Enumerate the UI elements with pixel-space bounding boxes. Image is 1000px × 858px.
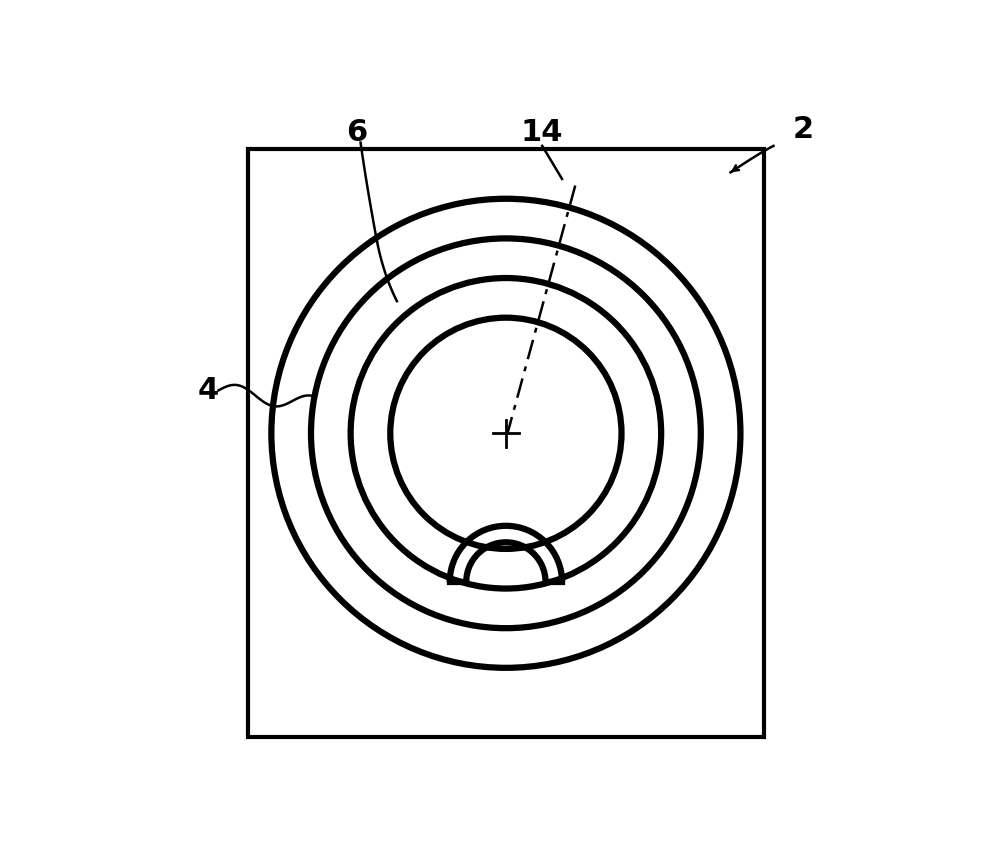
Bar — [248, 149, 764, 737]
Text: 2: 2 — [793, 115, 814, 144]
Text: 14: 14 — [521, 118, 563, 148]
Text: 4: 4 — [198, 376, 219, 405]
Text: 6: 6 — [347, 118, 368, 148]
